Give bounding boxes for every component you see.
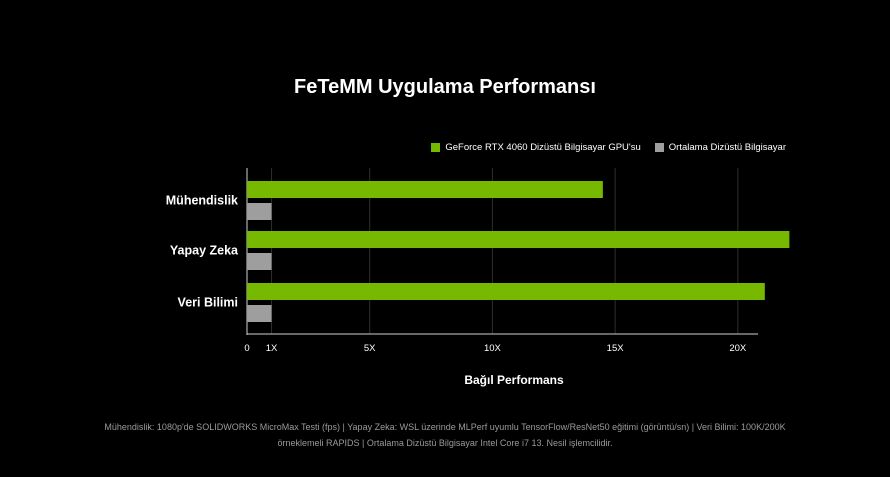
x-axis-title: Bağıl Performans (464, 373, 564, 387)
x-tick-label: 20X (729, 343, 747, 354)
bar-rtx-4060 (247, 283, 765, 300)
bar-rtx-4060 (247, 231, 790, 248)
legend-label-rtx: GeForce RTX 4060 Dizüstü Bilgisayar GPU'… (445, 142, 641, 153)
bar-average-laptop (247, 203, 272, 220)
x-tick-label: 0 (244, 343, 249, 354)
footnote: Mühendislik: 1080p'de SOLIDWORKS MicroMa… (104, 422, 786, 448)
x-tick-label: 1X (266, 343, 278, 354)
bar-rtx-4060 (247, 181, 603, 198)
chart-title: FeTeMM Uygulama Performansı (294, 76, 596, 98)
legend-swatch-average (654, 143, 664, 152)
x-tick-label: 15X (607, 343, 625, 354)
bar-average-laptop (247, 253, 272, 270)
legend-item-rtx: GeForce RTX 4060 Dizüstü Bilgisayar GPU'… (431, 142, 641, 153)
legend-label-average: Ortalama Dizüstü Bilgisayar (668, 142, 786, 153)
category-label: Yapay Zeka (170, 244, 239, 258)
x-tick-label: 5X (364, 343, 376, 354)
chart-legend: GeForce RTX 4060 Dizüstü Bilgisayar GPU'… (431, 142, 786, 153)
category-label: Mühendislik (166, 194, 238, 208)
x-tick-label: 10X (484, 343, 502, 354)
category-label: Veri Bilimi (178, 296, 238, 310)
bar-average-laptop (247, 305, 272, 322)
legend-swatch-rtx (431, 143, 441, 152)
legend-item-average: Ortalama Dizüstü Bilgisayar (654, 142, 786, 153)
